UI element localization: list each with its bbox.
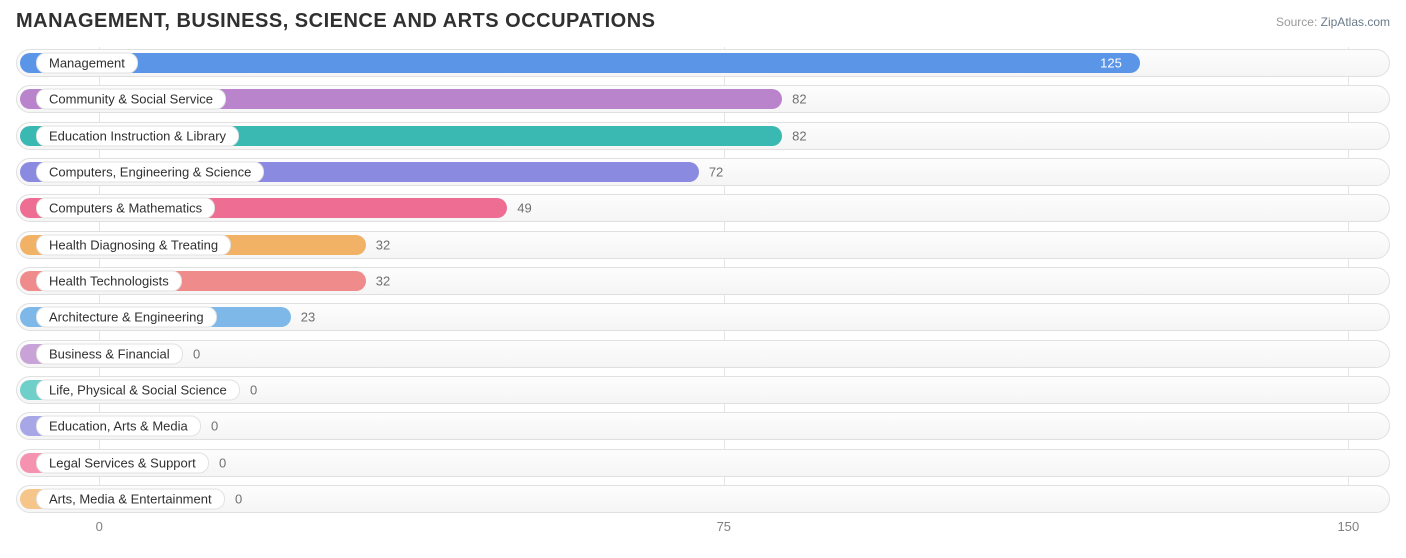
x-axis: 0 75 150 xyxy=(16,515,1390,537)
bar-row: Health Technologists 32 xyxy=(16,267,1390,295)
bar-row: Architecture & Engineering 23 xyxy=(16,303,1390,331)
bar-track xyxy=(16,412,1390,440)
bar-row: Computers, Engineering & Science 72 xyxy=(16,158,1390,186)
bar-row: Education Instruction & Library 82 xyxy=(16,122,1390,150)
chart-container: MANAGEMENT, BUSINESS, SCIENCE AND ARTS O… xyxy=(0,0,1406,558)
bar-label: Education, Arts & Media xyxy=(36,416,201,437)
bar-label: Life, Physical & Social Science xyxy=(36,379,240,400)
bar-fill xyxy=(20,53,1140,73)
bar-value: 49 xyxy=(517,201,531,216)
bar-label: Computers, Engineering & Science xyxy=(36,161,264,182)
bar-value: 0 xyxy=(193,346,200,361)
bar-label: Health Diagnosing & Treating xyxy=(36,234,231,255)
source-label: Source: xyxy=(1276,15,1317,29)
bar-label: Community & Social Service xyxy=(36,89,226,110)
bars-group: Management 125 Community & Social Service 8… xyxy=(16,49,1390,513)
bar-row: Legal Services & Support 0 xyxy=(16,449,1390,477)
bar-value: 0 xyxy=(235,491,242,506)
bar-label: Education Instruction & Library xyxy=(36,125,239,146)
bar-row: Management 125 xyxy=(16,49,1390,77)
bar-row: Health Diagnosing & Treating 32 xyxy=(16,231,1390,259)
bar-value: 82 xyxy=(792,92,806,107)
x-tick-label: 150 xyxy=(1338,519,1360,534)
bar-row: Life, Physical & Social Science 0 xyxy=(16,376,1390,404)
bar-label: Legal Services & Support xyxy=(36,452,209,473)
bar-value: 32 xyxy=(376,273,390,288)
bar-value: 23 xyxy=(301,310,315,325)
bar-track xyxy=(16,340,1390,368)
source-attribution: Source: ZipAtlas.com xyxy=(1276,15,1390,29)
source-name: ZipAtlas.com xyxy=(1321,15,1390,29)
bar-value: 72 xyxy=(709,164,723,179)
bar-value: 125 xyxy=(1100,56,1122,71)
bar-row: Arts, Media & Entertainment 0 xyxy=(16,485,1390,513)
bar-row: Community & Social Service 82 xyxy=(16,85,1390,113)
bar-value: 0 xyxy=(219,455,226,470)
chart-title: MANAGEMENT, BUSINESS, SCIENCE AND ARTS O… xyxy=(16,10,655,33)
bar-label: Management xyxy=(36,53,138,74)
bar-value: 0 xyxy=(211,419,218,434)
bar-row: Education, Arts & Media 0 xyxy=(16,412,1390,440)
bar-label: Health Technologists xyxy=(36,270,182,291)
x-tick-label: 75 xyxy=(717,519,731,534)
bar-row: Computers & Mathematics 49 xyxy=(16,194,1390,222)
bar-label: Computers & Mathematics xyxy=(36,198,215,219)
bar-label: Arts, Media & Entertainment xyxy=(36,488,225,509)
chart-area: Management 125 Community & Social Service 8… xyxy=(16,47,1390,537)
bar-value: 32 xyxy=(376,237,390,252)
bar-value: 0 xyxy=(250,382,257,397)
bar-value: 82 xyxy=(792,128,806,143)
x-tick-label: 0 xyxy=(96,519,103,534)
bar-row: Business & Financial 0 xyxy=(16,340,1390,368)
bar-label: Business & Financial xyxy=(36,343,183,364)
bar-label: Architecture & Engineering xyxy=(36,307,217,328)
header: MANAGEMENT, BUSINESS, SCIENCE AND ARTS O… xyxy=(16,10,1390,33)
